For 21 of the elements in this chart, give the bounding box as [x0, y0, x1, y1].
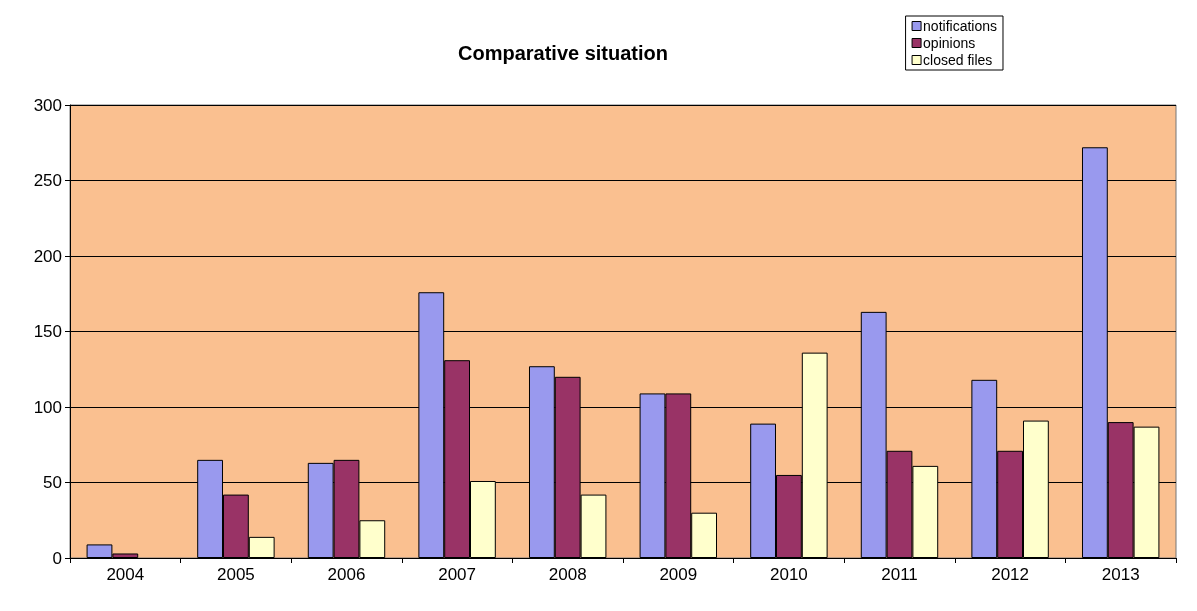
x-tick-label: 2009 [659, 565, 698, 584]
y-tick-label: 300 [33, 95, 62, 115]
legend-label: notifications [923, 18, 998, 34]
x-tick-label: 2005 [216, 565, 255, 584]
x-tick-label: 2007 [438, 565, 477, 584]
x-tick-label: 2008 [548, 565, 587, 584]
y-tick-label: 250 [33, 171, 62, 190]
y-tick-label: 150 [33, 322, 62, 341]
x-tick-label: 2006 [327, 565, 366, 584]
x-tick-label: 2012 [991, 565, 1030, 584]
y-tick-label: 100 [33, 397, 62, 417]
y-tick-label: 200 [33, 246, 62, 266]
x-tick-label: 2011 [881, 565, 918, 584]
chart-title: Comparative situation [457, 42, 669, 64]
x-tick-label: 2004 [106, 565, 145, 584]
legend-label: closed files [923, 52, 993, 68]
y-tick-label: 0 [52, 548, 62, 568]
x-tick-label: 2010 [769, 565, 808, 584]
legend-label: opinions [923, 35, 976, 51]
x-tick-label: 2013 [1101, 565, 1140, 584]
y-tick-label: 50 [43, 473, 62, 492]
